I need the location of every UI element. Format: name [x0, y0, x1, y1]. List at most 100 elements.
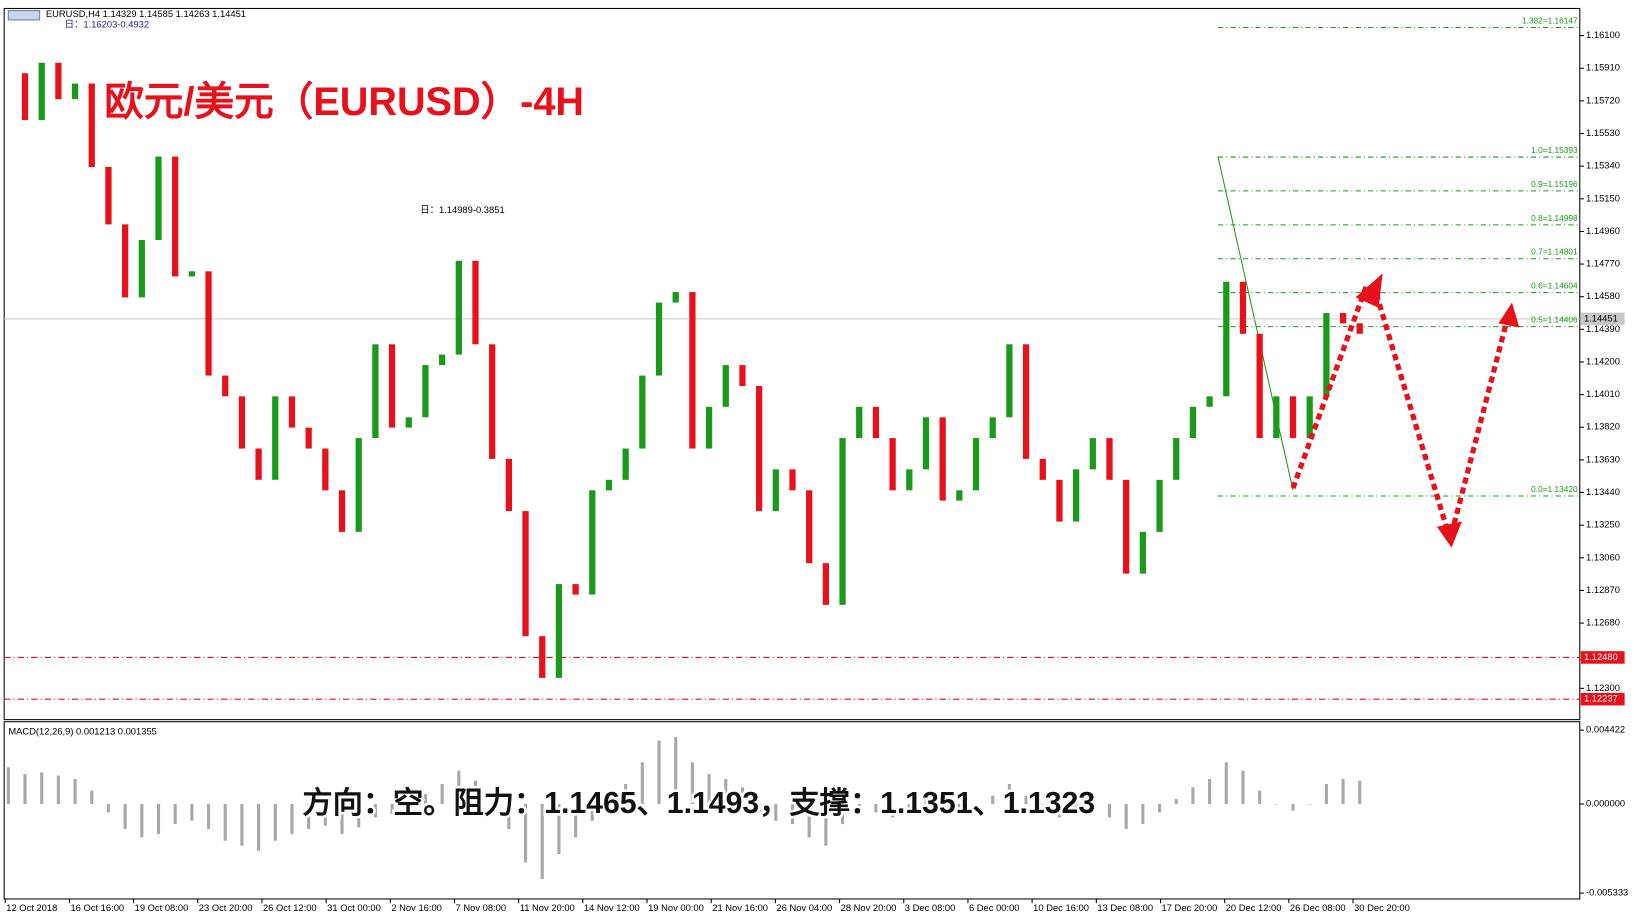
candle: [222, 375, 229, 397]
macd-bar: [1341, 778, 1345, 805]
x-tick-label: 28 Nov 20:00: [841, 903, 897, 913]
macd-bar: [56, 775, 60, 805]
y-tick-label: 1.12300: [1586, 683, 1620, 693]
candle: [705, 406, 713, 449]
candle: [255, 448, 262, 480]
macd-bar: [874, 804, 878, 813]
fib-label: 1.0=1.15393: [1531, 145, 1578, 155]
macd-bar: [90, 790, 94, 805]
x-tick-label: 12 Oct 2018: [6, 903, 57, 913]
macd-bar: [190, 804, 194, 821]
candle: [1156, 479, 1163, 532]
candle: [372, 344, 379, 439]
macd-bar: [790, 804, 795, 825]
x-tick-label: 16 Oct 16:00: [70, 903, 124, 913]
macd-bar: [690, 762, 694, 805]
y-tick-label: 1.15720: [1586, 95, 1620, 105]
candle: [405, 417, 412, 428]
macd-bar: [1174, 799, 1178, 805]
macd-bar: [1191, 787, 1195, 805]
candle: [138, 240, 145, 298]
y-tick-label: 1.15340: [1586, 161, 1620, 171]
candle: [522, 511, 529, 637]
y-tick-label: 1.14010: [1586, 389, 1620, 399]
arrow-down: [1373, 293, 1452, 538]
candle: [1189, 406, 1197, 439]
macd-bar: [340, 804, 344, 835]
candle: [238, 396, 246, 449]
candle: [1106, 438, 1113, 480]
macd-bar: [1258, 790, 1262, 805]
x-tick-label: 21 Nov 16:00: [712, 903, 768, 913]
x-tick-label: 20 Dec 12:00: [1226, 903, 1282, 913]
support-price-label: 1.12237: [1584, 694, 1618, 704]
macd-bar: [1308, 804, 1312, 805]
macd-bar: [1041, 804, 1045, 805]
y-tick-label: 1.15530: [1586, 128, 1620, 138]
macd-pane: [3, 721, 1581, 900]
candle: [972, 438, 980, 491]
macd-bar: [373, 804, 377, 818]
candle: [806, 490, 813, 564]
x-tick-label: 30 Dec 20:00: [1354, 903, 1410, 913]
candle: [839, 438, 846, 605]
candle: [639, 375, 646, 449]
macd-bar: [73, 778, 77, 805]
x-tick-label: 13 Dec 08:00: [1097, 903, 1153, 913]
candle: [1206, 396, 1213, 407]
candle: [1039, 458, 1046, 480]
candle: [272, 396, 279, 480]
macd-bar: [156, 804, 161, 835]
candle: [1139, 531, 1146, 574]
candle: [1323, 313, 1330, 397]
candle: [605, 479, 613, 491]
macd-bar: [891, 804, 895, 818]
macd-bar: [106, 804, 111, 813]
forecast-arrows: [1290, 285, 1512, 538]
support-price-label: 1.12480: [1584, 652, 1618, 662]
candle: [922, 417, 930, 470]
macd-bar: [507, 804, 511, 830]
macd-bar: [1208, 778, 1212, 805]
macd-bar: [907, 804, 911, 813]
macd-bar: [240, 804, 244, 846]
candle: [205, 271, 212, 376]
candle: [789, 469, 796, 491]
title-overlay: 欧元/美元（EURUSD）-4H: [104, 80, 584, 124]
candle: [88, 83, 95, 168]
macd-bar: [1074, 804, 1078, 815]
macd-bar: [1091, 804, 1095, 811]
macd-bar: [173, 804, 177, 825]
candle: [906, 469, 913, 491]
candle: [489, 344, 496, 459]
candle: [1072, 469, 1080, 522]
price-pane: [3, 7, 1581, 721]
macd-bar: [40, 772, 44, 805]
x-tick-label: 31 Oct 00:00: [327, 903, 381, 913]
y-tick-label: 1.15910: [1586, 63, 1620, 73]
y-tick-label: 1.14770: [1586, 259, 1620, 269]
candle: [739, 365, 746, 387]
macd-bar: [423, 793, 428, 805]
candle: [55, 62, 62, 100]
macd-bar: [707, 773, 711, 805]
macd-bar: [206, 804, 211, 830]
arrow-up-2: [1448, 312, 1512, 535]
y-tick-label: 1.14960: [1586, 226, 1620, 236]
candle: [856, 406, 863, 439]
x-tick-label: 10 Dec 16:00: [1033, 903, 1089, 913]
macd-bar: [1241, 770, 1245, 805]
x-tick-label: 2 Nov 16:00: [391, 903, 442, 913]
candle: [155, 156, 162, 241]
y-tick-label: 1.13060: [1586, 552, 1620, 562]
macd-bar: [123, 804, 127, 830]
y-tick-label: 1.14390: [1586, 324, 1620, 334]
macd-bar: [1141, 804, 1145, 825]
macd-bar: [457, 770, 461, 805]
x-tick-label: 3 Dec 08:00: [905, 903, 956, 913]
candle: [439, 354, 446, 366]
macd-bar: [557, 804, 561, 855]
y-tick-label: 1.13630: [1586, 454, 1620, 464]
candle: [755, 386, 763, 512]
